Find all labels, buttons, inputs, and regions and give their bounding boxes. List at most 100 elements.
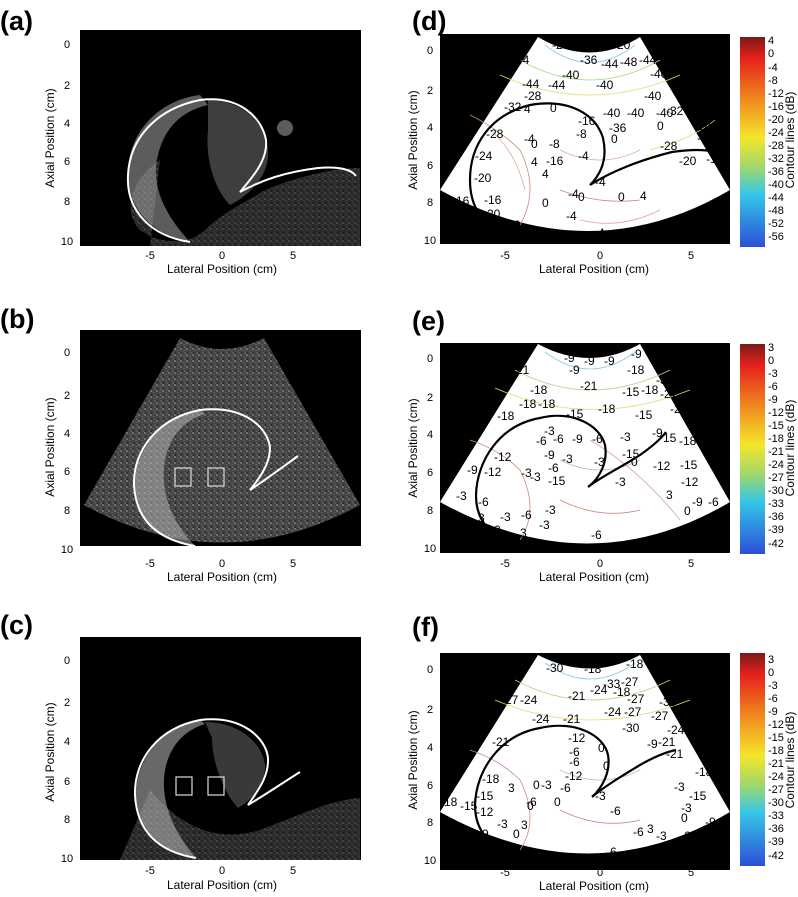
contour-label: -15: [680, 458, 698, 472]
contour-label: -15: [476, 789, 494, 803]
ytick-label: 4: [427, 742, 433, 754]
ytick-label: 8: [427, 505, 433, 517]
contour-lines-d: [469, 44, 716, 226]
ytick-label: 6: [427, 160, 433, 172]
colorbar-tick: -36: [768, 511, 784, 523]
contour-label: -6: [569, 745, 580, 759]
colorbar-f: [740, 653, 765, 866]
contour-label: -6: [536, 434, 547, 448]
contour-label: -8: [576, 127, 587, 141]
contour-label: -3: [545, 503, 556, 517]
colorbar-tick: -33: [768, 810, 784, 822]
colorbar-tick: -39: [768, 524, 784, 536]
colorbar-tick: 0: [768, 48, 774, 60]
contour-label: -20: [466, 207, 484, 221]
contour-label: -20: [552, 38, 570, 52]
ytick-label: 4: [427, 429, 433, 441]
yticks-d: 0 2 4 6 8 10: [424, 45, 436, 247]
contour-label: -16: [484, 193, 502, 207]
ytick-label: 8: [64, 196, 70, 208]
ytick-label: 10: [424, 543, 436, 555]
contour-label: -15: [622, 447, 640, 461]
contour-label: -33: [659, 695, 677, 709]
colorbar-tick: -52: [768, 218, 784, 230]
contour-label: -3: [544, 424, 555, 438]
contour-label: -24: [667, 723, 685, 737]
ytick-label: 4: [64, 736, 70, 748]
colorbar-tick: -15: [768, 732, 784, 744]
contour-label: -18: [627, 363, 645, 377]
colorbar-tick: -8: [768, 75, 778, 87]
contour-label: 3: [520, 526, 527, 540]
contour-label: -44: [512, 53, 530, 67]
colorbar-tick: -42: [768, 538, 784, 550]
contour-label: -24: [520, 693, 538, 707]
contour-label: -3: [594, 455, 605, 469]
ytick-label: 6: [64, 466, 70, 478]
panel-label-f: (f): [412, 612, 439, 642]
roi-box: [175, 776, 193, 796]
ytick-label: 8: [427, 817, 433, 829]
roi-box: [174, 467, 192, 487]
yticks-c: 0 2 4 6 8 10: [61, 655, 73, 865]
colorbar-tick: -48: [768, 205, 784, 217]
contour-label: -9: [467, 463, 478, 477]
xticks-e: -5 0 5: [500, 558, 694, 570]
xtick-label: -5: [500, 250, 510, 262]
colorbar-tick: -27: [768, 784, 784, 796]
contour-label: -21: [492, 735, 510, 749]
contour-label: -9: [569, 363, 580, 377]
contour-label: -9: [695, 825, 706, 839]
colorbar-ticks-f: 3 0 -3 -6 -9 -12 -15 -18 -21 -24 -27 -30…: [768, 654, 784, 862]
y-axis-label-f: Axial Position (cm): [406, 710, 420, 809]
contour-label: 0: [550, 101, 557, 115]
contour-label: 0: [542, 196, 549, 210]
contour-label: 15: [663, 431, 677, 445]
contour-label: -3: [656, 829, 667, 843]
colorbar-tick: -12: [768, 88, 784, 100]
x-axis-label-b: Lateral Position (cm): [167, 570, 277, 584]
contour-label: -3: [521, 466, 532, 480]
contour-label: -18: [613, 685, 631, 699]
contour-label: -44: [639, 53, 657, 67]
contour-label: 3: [647, 822, 654, 836]
contour-label: -20: [613, 38, 631, 52]
contour-label: 0: [618, 190, 625, 204]
ytick-label: 4: [64, 428, 70, 440]
colorbar-tick: -9: [768, 706, 778, 718]
contour-label: -3: [541, 778, 552, 792]
contour-label: -40: [603, 106, 621, 120]
contour-label: -4: [566, 209, 577, 223]
contour-label: -30: [622, 721, 640, 735]
contour-label: -48: [620, 55, 638, 69]
contour-label: -6: [553, 432, 564, 446]
contour-label: -18: [598, 402, 616, 416]
contour-label: -6: [708, 495, 719, 509]
colorbar-ticks-d: 4 0 -4 -8 -12 -16 -20 -24 -28 -32 -36 -4…: [768, 35, 784, 243]
xtick-label: 5: [688, 250, 694, 262]
ytick-label: 0: [64, 347, 70, 359]
contour-label: -20: [679, 154, 697, 168]
contour-label: -9: [652, 426, 663, 440]
ytick-label: 0: [427, 353, 433, 365]
colorbar-tick: -18: [768, 433, 784, 445]
contour-label: -21: [580, 379, 598, 393]
ytick-label: 6: [64, 156, 70, 168]
contour-label: -16: [546, 154, 564, 168]
roi-box: [207, 467, 225, 487]
xtick-label: 5: [290, 865, 296, 877]
x-axis-label-e: Lateral Position (cm): [539, 570, 649, 584]
contour-label: -9: [544, 448, 555, 462]
contour-label: -9: [584, 354, 595, 368]
colorbar-tick: -36: [768, 166, 784, 178]
contour-label: 0: [684, 504, 691, 518]
contour-label: -6: [606, 845, 617, 859]
colorbar-tick: 3: [768, 654, 774, 666]
contour-label: -4: [568, 187, 579, 201]
contour-label: -3: [615, 475, 626, 489]
xtick-label: -5: [145, 865, 155, 877]
x-axis-label-f: Lateral Position (cm): [539, 879, 649, 893]
contour-label: 0: [527, 799, 534, 813]
colorbar-tick: -3: [768, 368, 778, 380]
xtick-label: -5: [145, 250, 155, 262]
